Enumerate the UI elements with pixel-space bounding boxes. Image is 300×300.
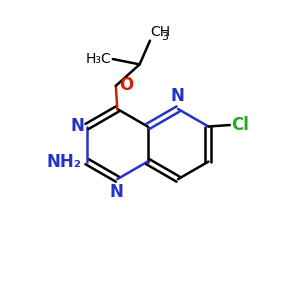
- Text: N: N: [110, 183, 124, 201]
- Text: N: N: [170, 87, 184, 105]
- Text: N: N: [70, 117, 84, 135]
- Text: Cl: Cl: [232, 116, 250, 134]
- Text: 3: 3: [161, 32, 168, 42]
- Text: H₃C: H₃C: [86, 52, 112, 66]
- Text: O: O: [119, 76, 134, 94]
- Text: CH: CH: [151, 26, 171, 39]
- Text: NH₂: NH₂: [46, 153, 82, 171]
